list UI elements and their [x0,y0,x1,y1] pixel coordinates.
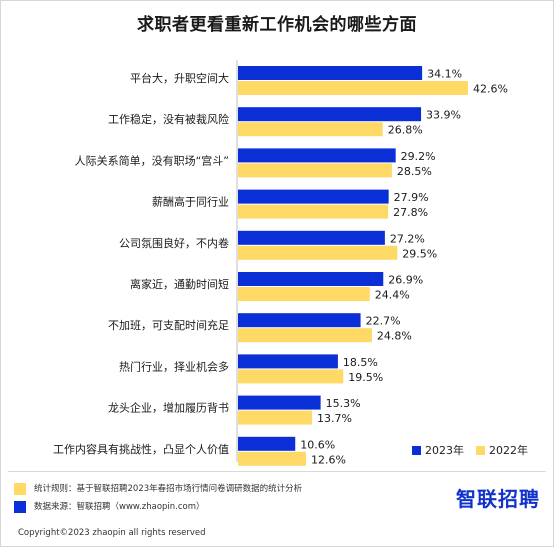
data-label-2023: 29.2% [401,150,436,163]
legend-swatch-2023 [412,445,421,455]
bar-2022 [238,81,469,95]
bar-2022 [238,163,392,178]
source-note-text: 数据来源：智联招聘（www.zhaopin.com） [34,502,205,512]
legend-label-2023: 2023年 [425,444,464,457]
bar-2023 [238,272,384,286]
category-label: 离家近，通勤时间短 [130,277,229,291]
data-label-2022: 29.5% [402,247,437,260]
bar-2023 [238,230,385,245]
data-label-2022: 19.5% [348,371,383,384]
legend-swatch-2022 [476,445,485,455]
bar-2023 [238,436,296,451]
legend-label-2022: 2022年 [489,444,528,457]
data-label-2023: 22.7% [366,315,401,328]
copyright-text: Copyright©2023 zhaopin all rights reserv… [18,528,206,538]
stats-note-swatch [14,483,26,495]
legend-item-2023: 2023年 [412,442,464,458]
data-label-2022: 28.5% [397,165,432,178]
category-label: 龙头企业，增加履历背书 [108,401,229,415]
data-label-2022: 42.6% [473,83,508,96]
category-label: 不加班，可支配时间充足 [108,318,229,332]
data-label-2022: 26.8% [388,124,423,137]
stats-note-text: 统计规则：基于智联招聘2023年春招市场行情问卷调研数据的统计分析 [34,484,303,494]
bar-chart: 平台大，升职空间大 34.1% 42.6% 工作稳定，没有被裁风险 33.9%26.8%… [53,60,508,466]
data-label-2022: 13.7% [317,412,352,425]
stats-note: 统计规则：基于智联招聘2023年春招市场行情问卷调研数据的统计分析 [14,480,302,498]
bar-2022 [238,287,370,301]
category-label: 薪酬高于同行业 [152,195,229,209]
data-label-2023: 15.3% [326,397,361,410]
bar-2022 [238,122,383,137]
footer-notes: 统计规则：基于智联招聘2023年春招市场行情问卷调研数据的统计分析 数据来源：智… [14,480,302,516]
chart-title: 求职者更看重新工作机会的哪些方面 [137,15,417,35]
bar-2022 [238,369,344,384]
bar-2023 [238,189,389,204]
data-label-2023: 18.5% [343,356,378,369]
data-label-2023: 33.9% [426,109,461,122]
bar-2023 [238,395,321,410]
bar-2023 [238,148,396,163]
legend-item-2022: 2022年 [476,442,528,458]
data-label-2022: 24.4% [375,289,410,302]
data-label-2023: 27.9% [394,191,429,204]
bar-2022 [238,328,372,343]
category-label: 热门行业，择业机会多 [119,359,229,373]
bar-2023 [238,354,338,369]
data-label-2023: 27.2% [390,232,425,245]
category-label: 人际关系简单，没有职场“宫斗” [75,153,229,167]
bar-2022 [238,451,307,466]
category-label: 平台大，升职空间大 [130,71,229,85]
category-label: 公司氛围良好，不内卷 [119,236,229,250]
data-label-2023: 26.9% [388,274,423,287]
bar-2022 [238,410,312,425]
bar-2023 [238,66,423,80]
category-label: 工作稳定，没有被裁风险 [108,112,229,126]
bar-2023 [238,313,361,328]
data-label-2022: 27.8% [393,206,428,219]
zhaopin-logo: 智联招聘 [456,487,540,511]
chart-legend: 2023年 2022年 [412,442,528,458]
footer-divider [8,471,546,472]
bar-2022 [238,245,398,260]
data-label-2022: 24.8% [377,330,412,343]
data-label-2023: 34.1% [427,68,462,81]
data-label-2022: 12.6% [311,453,346,466]
bar-2022 [238,204,389,219]
data-label-2023: 10.6% [300,438,335,451]
category-label: 工作内容具有挑战性，凸显个人价值 [53,442,229,456]
source-note: 数据来源：智联招聘（www.zhaopin.com） [14,498,302,516]
bar-2023 [238,107,422,122]
source-note-swatch [14,501,26,513]
